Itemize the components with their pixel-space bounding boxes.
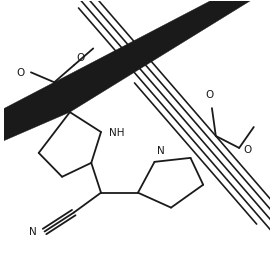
Text: N: N: [29, 228, 37, 237]
Text: O: O: [206, 90, 214, 100]
Text: N: N: [158, 146, 165, 156]
Text: O: O: [243, 145, 251, 155]
Text: NH: NH: [109, 128, 124, 138]
Text: O: O: [77, 53, 85, 64]
Text: O: O: [17, 68, 25, 78]
